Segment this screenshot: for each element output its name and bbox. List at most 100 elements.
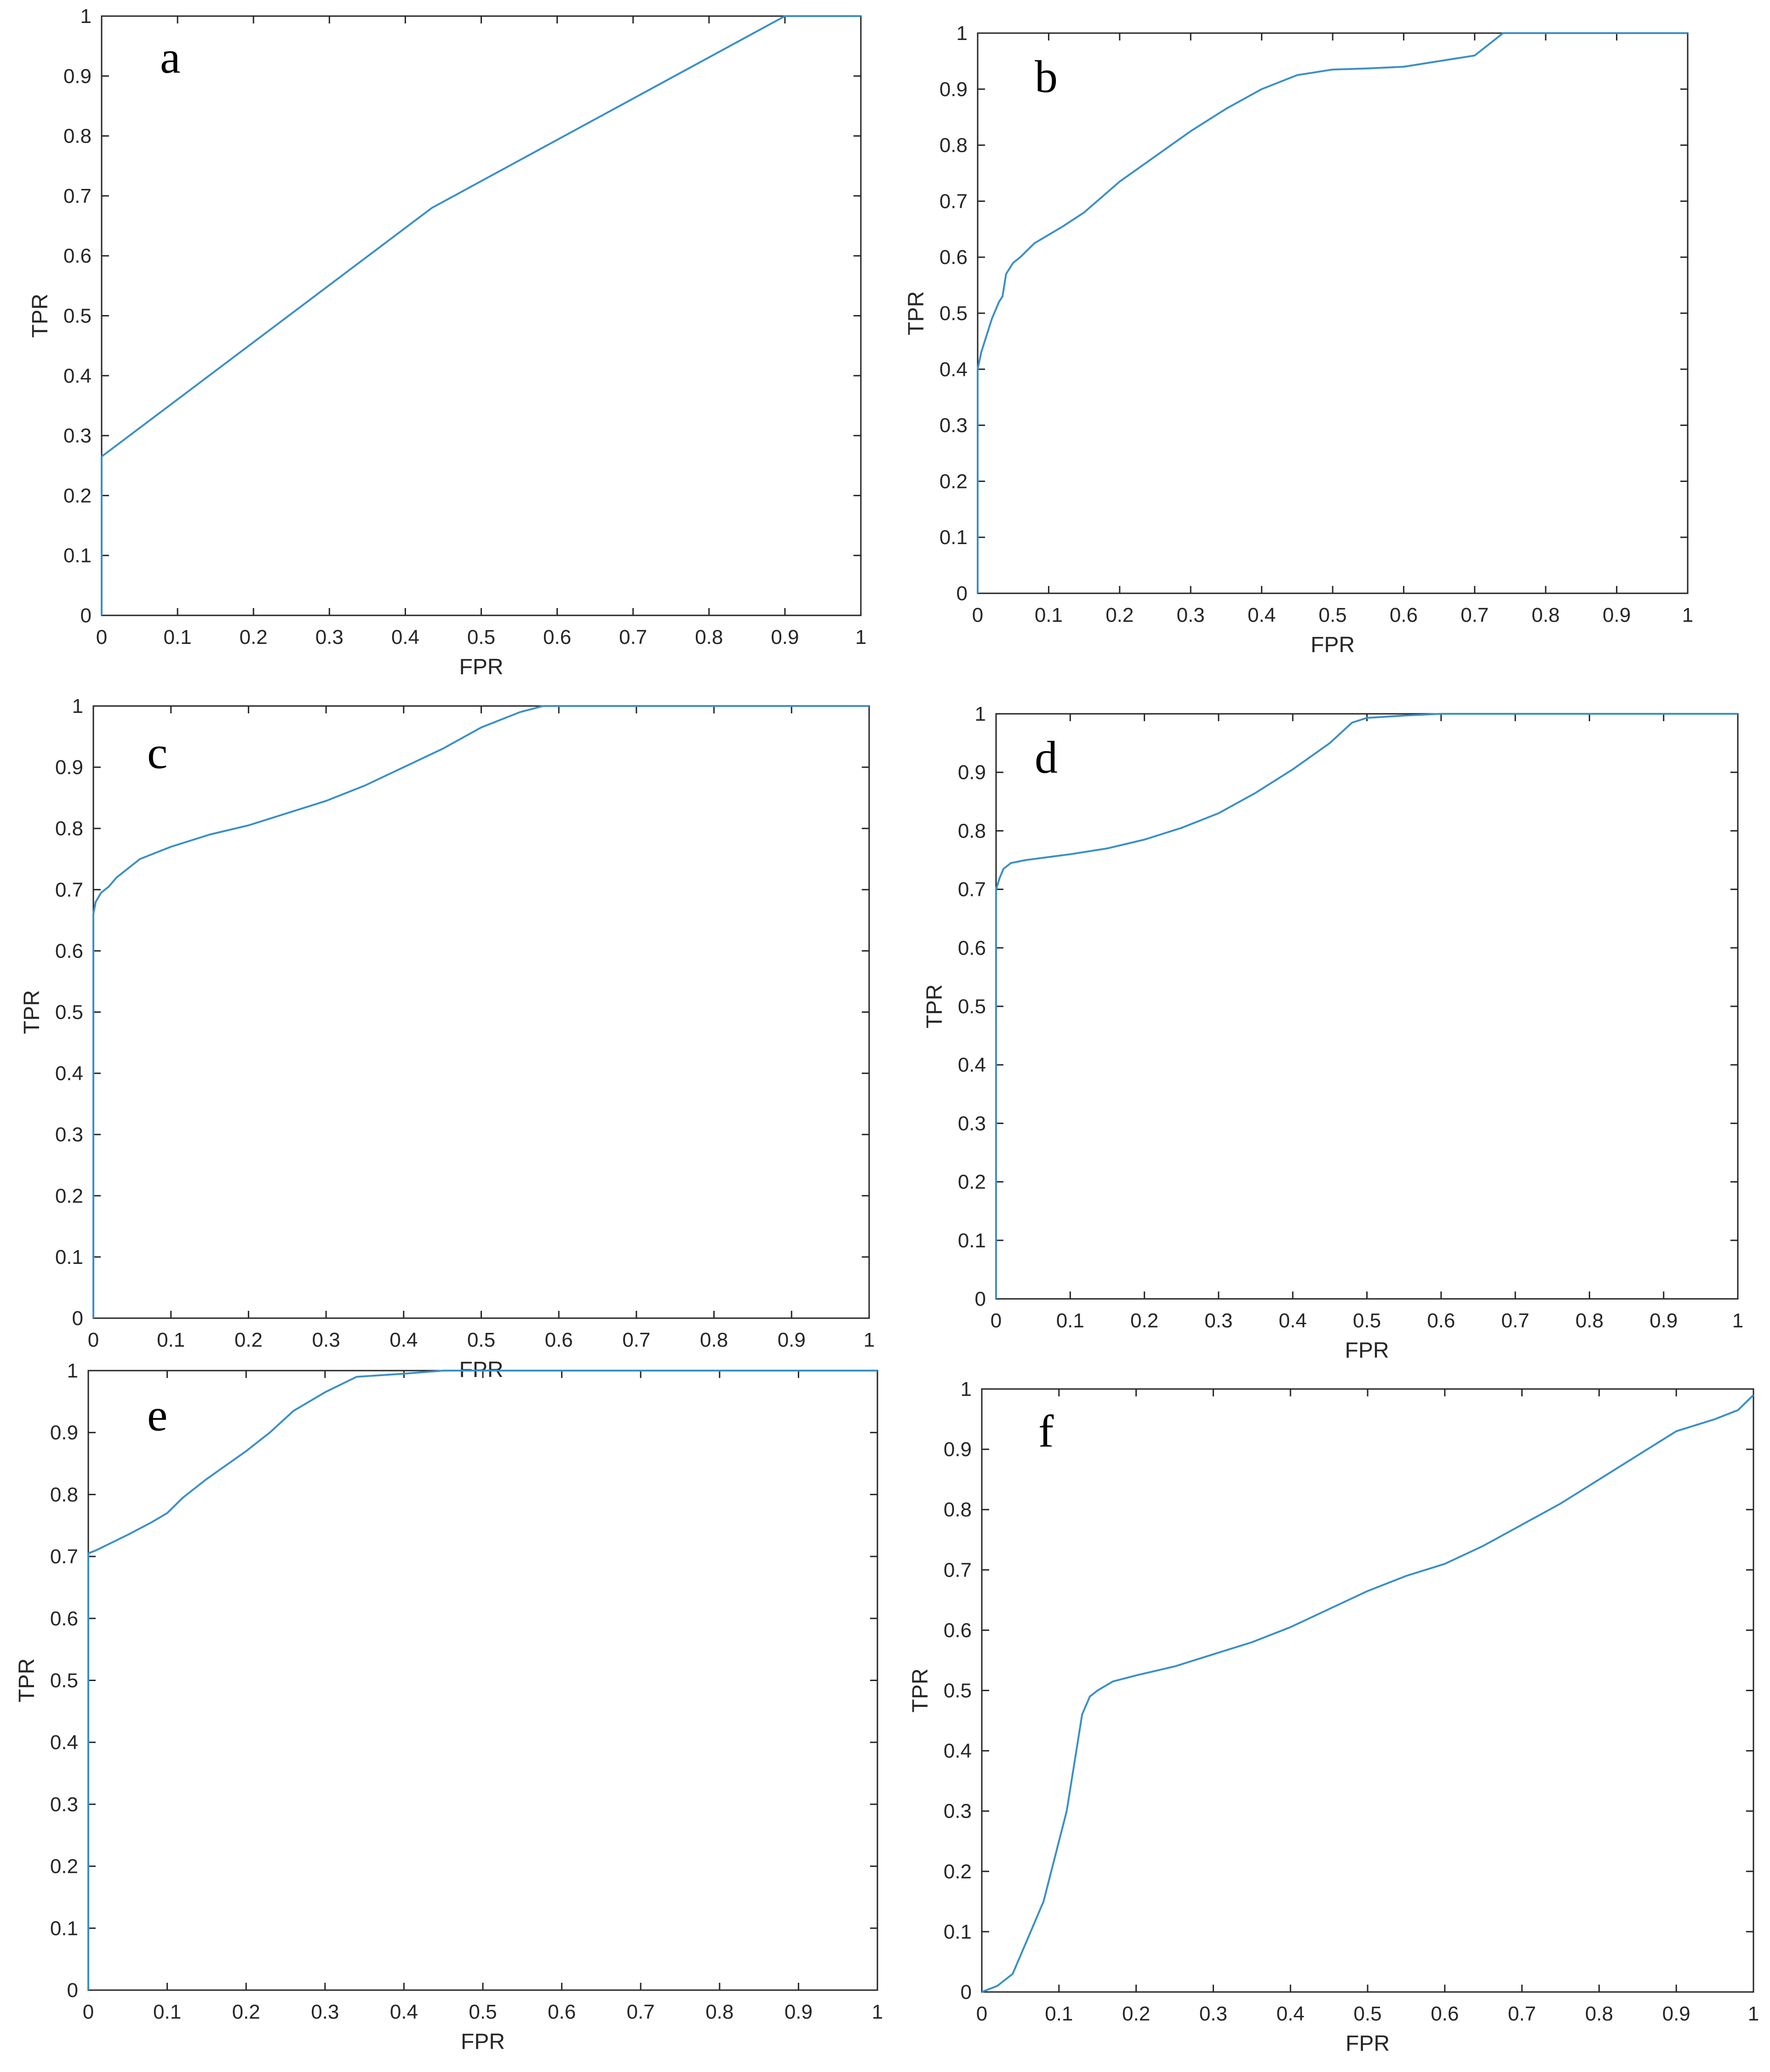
panel-b-xtick-label: 1 (1682, 604, 1693, 626)
panel-e-xtick-label: 1 (872, 2001, 883, 2023)
panel-b-ytick-label: 0.5 (939, 302, 968, 325)
panel-f-letter: f (1038, 1406, 1054, 1457)
panel-c-xtick-label: 0.9 (778, 1329, 806, 1351)
panel-b-ytick-label: 0.4 (939, 358, 968, 381)
panel-e-axes-frame (87, 1370, 878, 1991)
panel-b-axes-frame (977, 32, 1689, 594)
panel-b-xtick-label: 0 (972, 604, 983, 626)
panel-f-ytick-label: 1 (961, 1378, 972, 1400)
panel-b-xtick-label: 0.5 (1318, 604, 1346, 626)
panel-e-xtick-label: 0.1 (153, 2001, 181, 2023)
panel-d-xtick-label: 0.7 (1501, 1309, 1529, 1332)
panel-d-xtick-label: 0.1 (1056, 1309, 1084, 1332)
panel-c-xtick-label: 0.6 (545, 1329, 573, 1351)
panel-d-ytick-label: 0.7 (958, 878, 986, 901)
panel-e-ytick-label: 0 (67, 1979, 78, 2002)
panel-f: 0 0.1 0.2 0.3 0.4 0.5 0.6 0.7 0.8 0.9 1 0 0.1 0.2 0.3 0… (908, 1378, 1759, 2056)
panel-a-ytick-label: 0.4 (63, 365, 92, 387)
panel-d-letter: d (1035, 732, 1058, 783)
panel-e-xtick-label: 0.6 (548, 2001, 576, 2023)
panel-b-ylabel: TPR (904, 291, 928, 335)
panel-e: 0 0.1 0.2 0.3 0.4 0.5 0.6 0.7 0.8 0.9 1 0 0.1 0.2 0.3 0… (15, 1360, 883, 2054)
panel-e-ytick-label: 0.3 (50, 1793, 78, 1816)
panel-c-ytick-label: 0.7 (55, 878, 83, 901)
panel-b-xtick-label: 0.1 (1035, 604, 1063, 626)
panel-b-xtick-label: 0.8 (1532, 604, 1560, 626)
panel-c-ytick-label: 0 (72, 1307, 83, 1330)
panel-c-ytick-label: 0.9 (55, 756, 83, 779)
panel-e-ytick-label: 0.2 (50, 1855, 78, 1878)
panel-b-xtick-label: 0.6 (1390, 604, 1418, 626)
panel-a-xtick-label: 0.4 (391, 626, 419, 649)
panel-d-ytick-label: 0.2 (958, 1171, 986, 1194)
panel-f-ytick-label: 0.3 (944, 1800, 972, 1823)
panel-f-xtick-label: 0.5 (1353, 2003, 1381, 2025)
panel-d-ytick-label: 0.8 (958, 820, 986, 842)
panel-b-ytick-label: 0.8 (939, 134, 968, 157)
panel-e-xtick-label: 0.5 (469, 2001, 497, 2023)
panel-b-xtick-label: 0.7 (1461, 604, 1489, 626)
panel-d-xlabel: FPR (1345, 1338, 1389, 1363)
panel-f-ytick-label: 0.5 (944, 1680, 972, 1702)
panel-c-xtick-label: 0.7 (622, 1329, 650, 1351)
panel-b-xtick-label: 0.9 (1603, 604, 1631, 626)
panel-f-xlabel: FPR (1346, 2032, 1390, 2056)
panel-c-xtick-label: 0.3 (312, 1329, 340, 1351)
panel-b-ytick-label: 0.2 (939, 470, 968, 493)
panel-a-xlabel: FPR (459, 655, 504, 679)
panel-c-ytick-label: 0.3 (55, 1124, 83, 1146)
panel-f-ytick-label: 0.7 (944, 1559, 972, 1581)
panel-a-ytick-label: 1 (80, 5, 92, 28)
panel-f-ytick-label: 0 (961, 1981, 972, 2003)
panel-d-xtick-label: 1 (1732, 1309, 1743, 1332)
panel-a-xtick-label: 0.5 (467, 626, 495, 649)
panel-e-roc-curve (87, 1370, 877, 1990)
panel-e-ylabel: TPR (15, 1659, 39, 1703)
panel-e-ytick-label: 1 (67, 1360, 78, 1382)
panel-f-xtick-label: 0.9 (1662, 2003, 1690, 2025)
panel-d-xtick-label: 0.9 (1650, 1309, 1678, 1332)
panel-e-xtick-label: 0.8 (705, 2001, 733, 2023)
panel-d-ytick-label: 0.1 (958, 1229, 986, 1252)
panel-a-xtick-label: 0.2 (240, 626, 268, 649)
panel-f-xtick-label: 1 (1748, 2003, 1759, 2025)
panel-b-xlabel: FPR (1311, 633, 1355, 657)
panel-b-ytick-label: 0.3 (939, 414, 968, 437)
panel-f-ytick-label: 0.2 (944, 1860, 972, 1883)
panel-b: 0 0.1 0.2 0.3 0.4 0.5 0.6 0.7 0.8 0.9 1 0 0.1 0.2 0.3 0… (904, 22, 1693, 657)
panel-a-xtick-label: 0.3 (315, 626, 344, 649)
panel-e-ytick-label: 0.9 (50, 1422, 78, 1444)
panel-e-xtick-label: 0.3 (311, 2001, 339, 2023)
panel-f-xtick-label: 0.6 (1431, 2003, 1459, 2025)
panel-a-xtick-label: 0 (96, 626, 107, 649)
panel-c-xtick-label: 0.4 (390, 1329, 418, 1351)
panel-a-letter: a (160, 32, 180, 83)
panel-a: 0 0.1 0.2 0.3 0.4 0.5 0.6 0.7 0.8 0.9 1 0 0.1 0.2 0.3 0… (28, 5, 866, 679)
panel-e-ytick-label: 0.1 (50, 1917, 78, 1940)
panel-d-ylabel: TPR (922, 984, 947, 1028)
panel-c-xtick-label: 0.8 (700, 1329, 728, 1351)
panel-d-xtick-label: 0.6 (1427, 1309, 1455, 1332)
panel-b-ytick-label: 1 (957, 22, 968, 45)
panel-d-xtick-label: 0.8 (1575, 1309, 1604, 1332)
panel-d-ytick-label: 1 (975, 703, 986, 725)
panel-d-xtick-label: 0.5 (1353, 1309, 1381, 1332)
panel-f-xtick-label: 0.2 (1122, 2003, 1150, 2025)
panel-c-ytick-label: 0.6 (55, 940, 83, 962)
panel-e-xtick-label: 0 (83, 2001, 94, 2023)
panel-e-ytick-label: 0.5 (50, 1670, 78, 1692)
panel-b-xtick-label: 0.2 (1106, 604, 1134, 626)
panel-d-xtick-label: 0.3 (1204, 1309, 1232, 1332)
panel-e-xtick-label: 0.4 (390, 2001, 418, 2023)
panel-e-letter: e (147, 1389, 167, 1441)
panel-c-ytick-label: 0.4 (55, 1062, 83, 1085)
panel-f-ytick-label: 0.9 (944, 1438, 972, 1461)
panel-e-ytick-label: 0.6 (50, 1607, 78, 1630)
panel-a-ytick-label: 0.8 (63, 125, 92, 148)
panel-f-ylabel: TPR (908, 1669, 933, 1713)
panel-c: 0 0.1 0.2 0.3 0.4 0.5 0.6 0.7 0.8 0.9 100.10.20.30… (20, 695, 875, 1382)
panel-c-xtick-label: 0.2 (235, 1329, 263, 1351)
panel-c-xtick-label: 0.1 (157, 1329, 185, 1351)
panel-a-roc-curve (101, 15, 861, 615)
panel-a-xtick-label: 0.8 (695, 626, 723, 649)
